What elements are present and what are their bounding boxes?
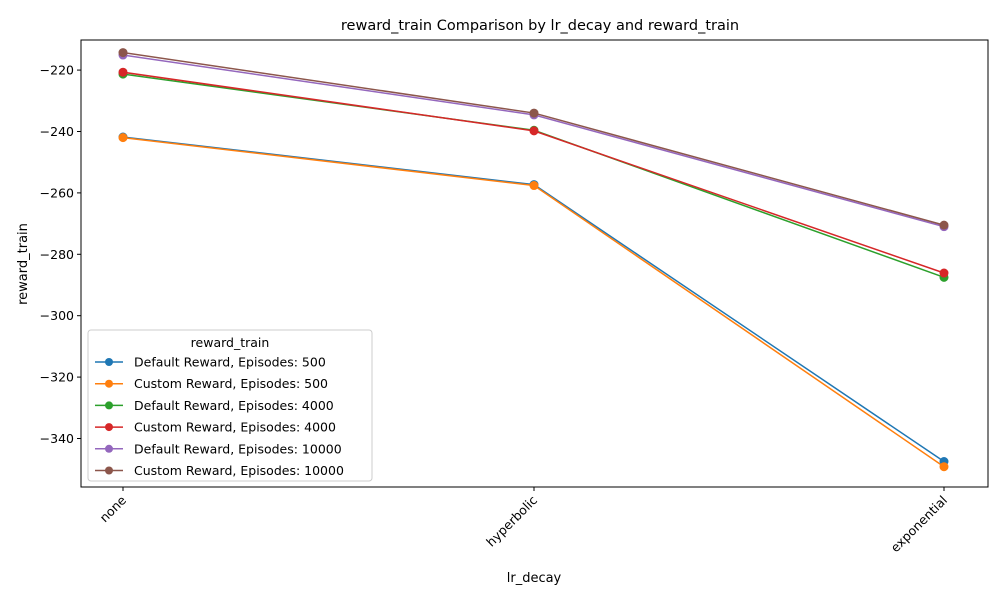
- data-point: [939, 268, 949, 278]
- legend-label: Custom Reward, Episodes: 10000: [134, 463, 344, 478]
- legend-marker: [105, 466, 113, 475]
- y-tick-label: −340: [40, 431, 74, 446]
- legend-label: Default Reward, Episodes: 4000: [134, 398, 334, 413]
- legend-label: Custom Reward, Episodes: 4000: [134, 420, 336, 435]
- data-point: [529, 108, 539, 118]
- legend-item: Default Reward, Episodes: 10000: [95, 441, 342, 456]
- y-axis: −340 −320 −300 −280 −260 −240 −220: [40, 63, 81, 446]
- legend-item: Default Reward, Episodes: 4000: [95, 398, 334, 413]
- chart-title: reward_train Comparison by lr_decay and …: [341, 18, 739, 34]
- y-tick-label: −300: [40, 308, 74, 323]
- data-point: [118, 133, 128, 143]
- legend-marker: [105, 379, 113, 388]
- legend-title: reward_train: [191, 335, 270, 350]
- series-layer: [118, 48, 949, 472]
- legend-marker: [105, 423, 113, 432]
- data-point: [939, 462, 949, 472]
- legend-label: Default Reward, Episodes: 10000: [134, 441, 342, 456]
- series-2: [118, 133, 949, 472]
- y-tick-label: −320: [40, 370, 74, 385]
- legend-label: Custom Reward, Episodes: 500: [134, 376, 328, 391]
- y-tick-label: −280: [40, 247, 74, 262]
- data-point: [529, 181, 539, 191]
- x-axis-label: lr_decay: [507, 571, 562, 586]
- y-axis-label: reward_train: [16, 223, 31, 305]
- y-tick-label: −260: [40, 185, 74, 200]
- data-point: [118, 67, 128, 77]
- data-point: [118, 48, 128, 58]
- data-point: [939, 220, 949, 230]
- series-6: [118, 48, 949, 230]
- data-point: [529, 126, 539, 136]
- y-tick-label: −220: [40, 63, 74, 78]
- legend-item: Custom Reward, Episodes: 10000: [95, 463, 344, 478]
- legend-item: Default Reward, Episodes: 500: [95, 355, 326, 370]
- legend-label: Default Reward, Episodes: 500: [134, 355, 326, 370]
- y-tick-label: −240: [40, 124, 74, 139]
- legend-item: Custom Reward, Episodes: 4000: [95, 420, 336, 435]
- legend: reward_train Default Reward, Episodes: 5…: [87, 329, 373, 482]
- legend-marker: [105, 401, 113, 410]
- legend-item: Custom Reward, Episodes: 500: [95, 376, 328, 391]
- legend-marker: [105, 444, 113, 453]
- legend-items: Default Reward, Episodes: 500 Custom Rewa…: [95, 355, 344, 478]
- series-4: [118, 67, 949, 278]
- legend-box: [87, 329, 373, 482]
- legend-marker: [105, 358, 113, 366]
